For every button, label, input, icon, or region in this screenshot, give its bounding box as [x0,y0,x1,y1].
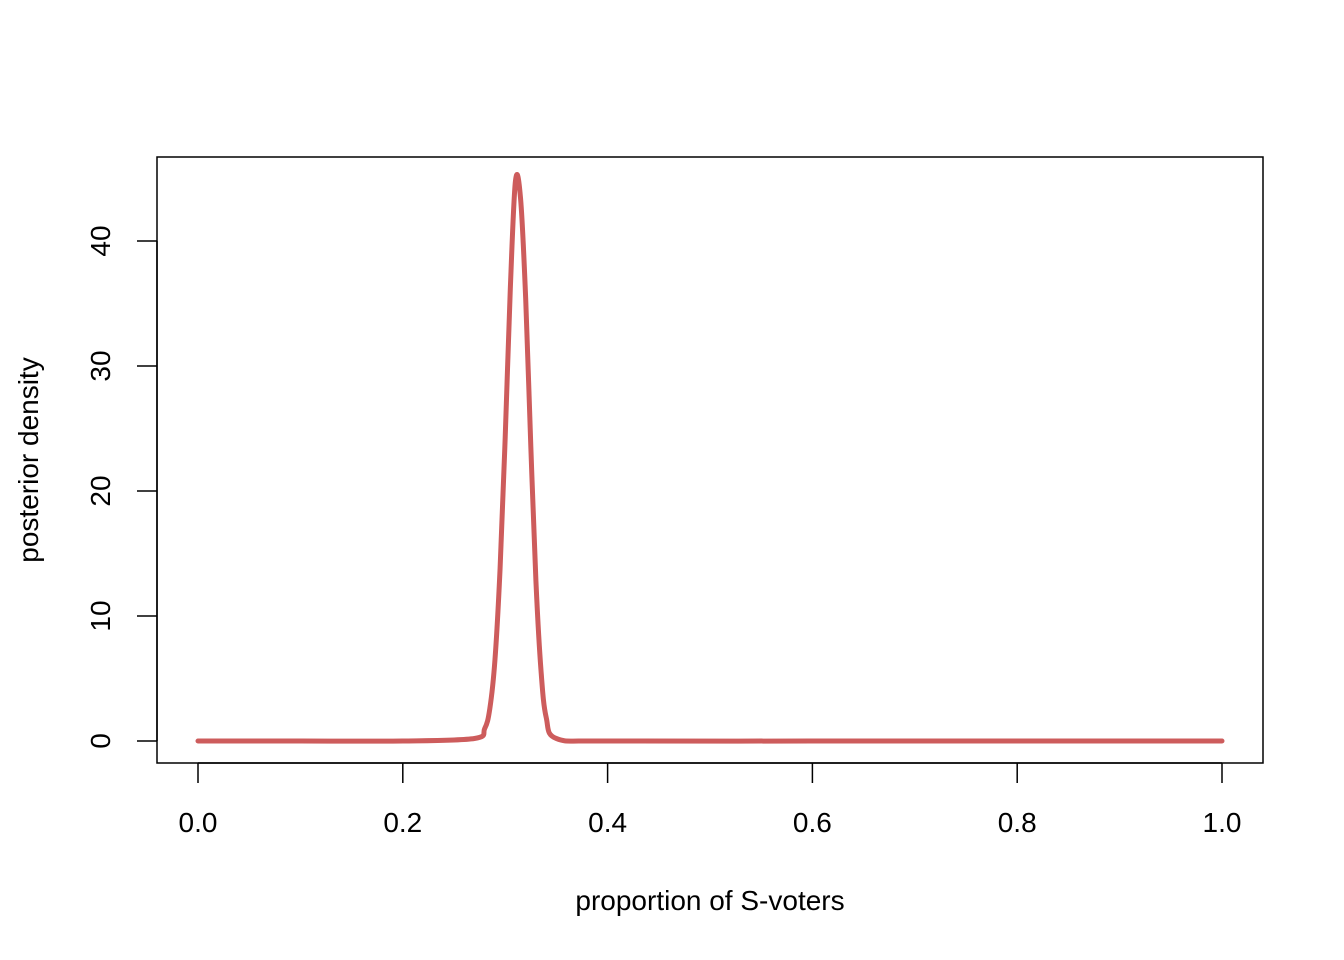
y-axis-title: posterior density [13,357,44,562]
x-tick-label: 0.2 [383,807,422,838]
x-tick-label: 1.0 [1203,807,1242,838]
x-tick-label: 0.0 [179,807,218,838]
x-axis: 0.0 0.2 0.4 0.6 0.8 1.0 [179,762,1242,838]
x-tick-label: 0.4 [588,807,627,838]
density-curve [195,172,1225,744]
x-axis-title: proportion of S-voters [575,885,844,916]
y-axis: 0 10 20 30 40 [85,225,158,749]
y-tick-label: 30 [85,350,116,381]
plot-frame [156,156,1264,764]
y-tick-label: 0 [85,733,116,749]
y-tick-label: 40 [85,225,116,256]
x-tick-label: 0.6 [793,807,832,838]
series-layer [195,172,1225,744]
y-tick-label: 20 [85,475,116,506]
y-tick-label: 10 [85,600,116,631]
x-tick-label: 0.8 [998,807,1037,838]
